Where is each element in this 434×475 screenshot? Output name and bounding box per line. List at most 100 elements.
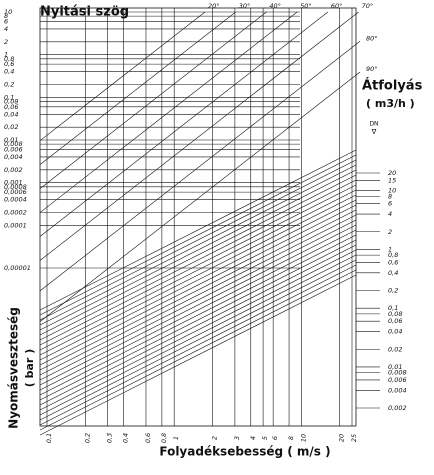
y2-unit: ( m3/h )	[366, 97, 415, 110]
x-tick-label: 20	[338, 434, 346, 442]
angle-line	[39, 11, 206, 141]
y-tick-label: 6	[4, 17, 8, 25]
flow-line	[39, 259, 357, 421]
x-tick-label: 0,1	[45, 433, 53, 443]
flow-line	[39, 164, 357, 326]
angle-line	[39, 11, 359, 261]
flow-line	[39, 224, 357, 386]
y2-title: Átfolyás	[362, 78, 423, 94]
y2-tick-label: 20	[388, 169, 396, 177]
x-tick-label: 2	[210, 436, 218, 440]
angle-line	[39, 71, 361, 322]
y-axis-unit: ( bar )	[23, 349, 36, 387]
y-tick-label: 0,00001	[4, 264, 31, 272]
flow-line	[39, 189, 357, 351]
flow-line	[39, 229, 357, 391]
y2-tick-label: 0,8	[388, 251, 398, 259]
dn-symbol: ∇	[371, 128, 377, 136]
y-axis-title: Nyomásveszteség	[7, 307, 21, 429]
angle-line	[39, 11, 298, 213]
flow-line	[39, 219, 357, 381]
x-tick-label: 1	[172, 436, 180, 440]
y-tick-label: 0,001	[4, 179, 23, 187]
y2-tick-label: 0,04	[388, 328, 402, 336]
flow-line	[39, 174, 357, 336]
x-tick-label: 0,3	[106, 433, 114, 443]
y-tick-label: 0,0002	[4, 208, 27, 216]
x-axis-title: Folyadéksebesség ( m/s )	[159, 445, 330, 459]
y-tick-label: 2	[4, 38, 8, 46]
y2-tick-label: 8	[388, 192, 392, 200]
y-tick-label: 0,0004	[4, 196, 27, 204]
angle-label: 80°	[366, 34, 378, 42]
flow-line	[39, 209, 357, 371]
y2-tick-label: 1	[388, 245, 392, 253]
flow-line	[39, 154, 357, 316]
flow-line	[39, 149, 357, 311]
y2-tick-label: 0,06	[388, 317, 402, 325]
x-tick-label: 6	[271, 436, 279, 440]
y-tick-label: 10	[4, 8, 12, 16]
y-tick-label: 4	[4, 25, 8, 33]
flow-line	[39, 199, 357, 361]
y2-tick-label: 0,02	[388, 345, 402, 353]
flow-line	[39, 244, 357, 406]
flow-line	[39, 214, 357, 376]
y-tick-label: 0,008	[4, 140, 23, 148]
x-tick-label: 0,8	[160, 433, 168, 443]
flow-line	[39, 169, 357, 331]
flow-line	[39, 239, 357, 401]
x-tick-label: 0,4	[122, 433, 130, 443]
y-tick-label: 0,004	[4, 153, 23, 161]
y-tick-label: 0,0006	[4, 188, 27, 196]
y2-tick-label: 6	[388, 200, 392, 208]
angle-label: 50°	[300, 2, 312, 10]
y-tick-label: 0,006	[4, 145, 23, 153]
angle-line	[39, 11, 267, 189]
dn-label: DN	[369, 121, 378, 128]
y2-tick-label: 0,6	[388, 258, 398, 266]
angle-label: 70°	[362, 2, 374, 10]
angle-label: 20°	[208, 2, 220, 10]
y-tick-label: 0,01	[4, 136, 18, 144]
y2-tick-label: 0,2	[388, 287, 398, 295]
y-tick-label: 0,06	[4, 103, 18, 111]
angle-label: 90°	[366, 65, 378, 73]
flow-line	[39, 269, 357, 431]
x-tick-label: 10	[299, 434, 307, 442]
y2-tick-label: 0,1	[388, 304, 398, 312]
y-tick-label: 0,6	[4, 60, 14, 68]
y-tick-label: 0,8	[4, 55, 14, 63]
y2-tick-label: 0,01	[388, 363, 402, 371]
y2-tick-label: 15	[388, 176, 396, 184]
flow-line	[39, 249, 357, 411]
flow-line	[39, 194, 357, 356]
y2-tick-label: 0,08	[388, 310, 402, 318]
y-tick-label: 0,002	[4, 166, 23, 174]
y-tick-label: 0,2	[4, 80, 14, 88]
x-tick-label: 8	[287, 436, 295, 440]
flow-line	[39, 179, 357, 341]
y2-tick-label: 2	[388, 228, 392, 236]
flow-line	[39, 264, 357, 426]
y2-tick-label: 0,004	[388, 386, 407, 394]
y2-tick-label: 0,008	[388, 369, 407, 377]
y-tick-label: 0,04	[4, 110, 18, 118]
x-tick-label: 0,2	[83, 433, 91, 443]
y-tick-label: 0,1	[4, 93, 14, 101]
y-tick-label: 1	[4, 51, 8, 59]
y2-tick-label: 0,006	[388, 376, 407, 384]
plot-frame	[39, 7, 357, 427]
y-tick-label: 0,4	[4, 68, 14, 76]
y-tick-label: 0,0008	[4, 183, 27, 191]
angle-line	[39, 41, 361, 292]
angle-label: 40°	[269, 2, 281, 10]
angle-label: 60°	[331, 2, 343, 10]
y-tick-label: 8	[4, 12, 8, 20]
y2-tick-label: 0,4	[388, 269, 398, 277]
y-tick-label: 0,0001	[4, 221, 27, 229]
y2-tick-label: 4	[388, 210, 392, 218]
y-tick-label: 0,08	[4, 97, 18, 105]
flow-line	[39, 254, 357, 416]
